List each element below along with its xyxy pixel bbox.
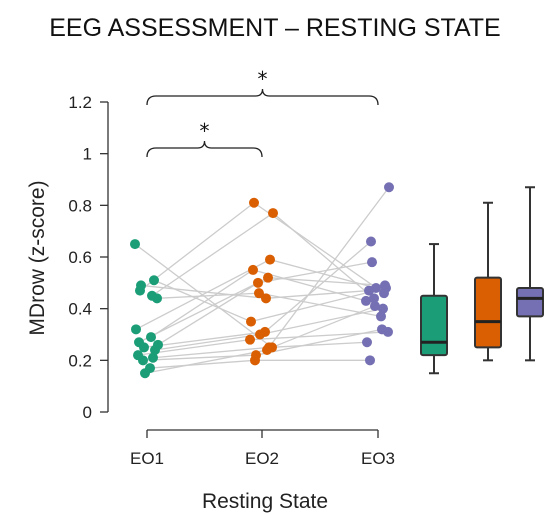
data-point-eo2 xyxy=(253,277,263,288)
data-point-eo1 xyxy=(131,324,141,335)
data-point-eo2 xyxy=(248,264,258,275)
y-axis-label: MDrow (z-score) xyxy=(26,180,49,335)
y-tick-label: 0.8 xyxy=(68,196,92,215)
boxplots xyxy=(420,186,544,375)
y-tick-label: 1.2 xyxy=(68,93,92,112)
data-point-eo1 xyxy=(149,275,159,286)
boxplot-eo3 xyxy=(516,186,544,362)
data-point-eo2 xyxy=(250,355,260,366)
data-point-eo3 xyxy=(384,182,394,193)
data-point-eo1 xyxy=(146,332,156,343)
data-point-eo3 xyxy=(361,295,371,306)
data-point-eo2 xyxy=(268,208,278,219)
data-point-eo3 xyxy=(366,236,376,247)
data-point-eo3 xyxy=(367,257,377,268)
boxplot-eo2 xyxy=(474,201,502,362)
y-tick-label: 1 xyxy=(83,145,92,164)
data-point-eo1 xyxy=(140,368,150,379)
box xyxy=(516,287,544,318)
data-point-eo2 xyxy=(262,345,272,355)
data-point-eo1 xyxy=(139,342,149,353)
chart-title: EEG ASSESSMENT – RESTING STATE xyxy=(49,14,501,42)
data-point-eo3 xyxy=(378,303,388,314)
boxplot-eo1 xyxy=(420,243,448,375)
data-point-eo3 xyxy=(370,301,380,312)
significance-brackets: ** xyxy=(146,67,379,158)
y-tick-label: 0.4 xyxy=(68,300,92,319)
data-point-eo1 xyxy=(148,352,158,363)
x-tick-label: EO3 xyxy=(361,449,395,468)
box xyxy=(474,276,502,349)
data-point-eo2 xyxy=(254,288,264,299)
data-point-eo2 xyxy=(246,316,256,327)
data-point-eo3 xyxy=(376,311,386,322)
significance-marker: * xyxy=(200,119,210,143)
data-point-eo1 xyxy=(138,355,148,366)
data-point-eo1 xyxy=(150,345,160,355)
data-point-eo3 xyxy=(371,283,381,293)
x-axis-label: Resting State xyxy=(202,490,328,513)
axes: 0 0.2 0.4 0.6 0.8 1 1.2 EO1 EO2 EO3 xyxy=(68,93,395,468)
data-point-eo3 xyxy=(377,324,387,335)
data-point-eo1 xyxy=(130,239,140,250)
data-point-eo2 xyxy=(245,334,255,345)
data-point-eo1 xyxy=(152,293,162,304)
data-point-eo3 xyxy=(369,293,379,304)
data-point-eo1 xyxy=(135,285,145,296)
subject-line xyxy=(149,359,370,369)
data-point-eo2 xyxy=(265,254,275,265)
data-point-eo2 xyxy=(255,329,265,340)
x-tick-label: EO2 xyxy=(245,449,279,468)
data-point-eo3 xyxy=(362,337,372,348)
data-point-eo2 xyxy=(249,197,259,208)
x-tick-label: EO1 xyxy=(130,449,164,468)
y-tick-label: 0.6 xyxy=(68,248,92,267)
data-point-eo3 xyxy=(380,280,390,291)
box xyxy=(420,294,448,357)
y-tick-label: 0 xyxy=(83,403,92,422)
data-point-eo2 xyxy=(261,293,271,304)
data-point-eo3 xyxy=(379,288,389,299)
significance-marker: * xyxy=(258,67,268,91)
y-tick-label: 0.2 xyxy=(68,351,92,370)
data-points xyxy=(130,182,394,379)
data-point-eo3 xyxy=(365,355,375,366)
data-point-eo2 xyxy=(263,272,273,283)
significance-bracket xyxy=(146,140,263,158)
significance-bracket xyxy=(146,88,379,106)
